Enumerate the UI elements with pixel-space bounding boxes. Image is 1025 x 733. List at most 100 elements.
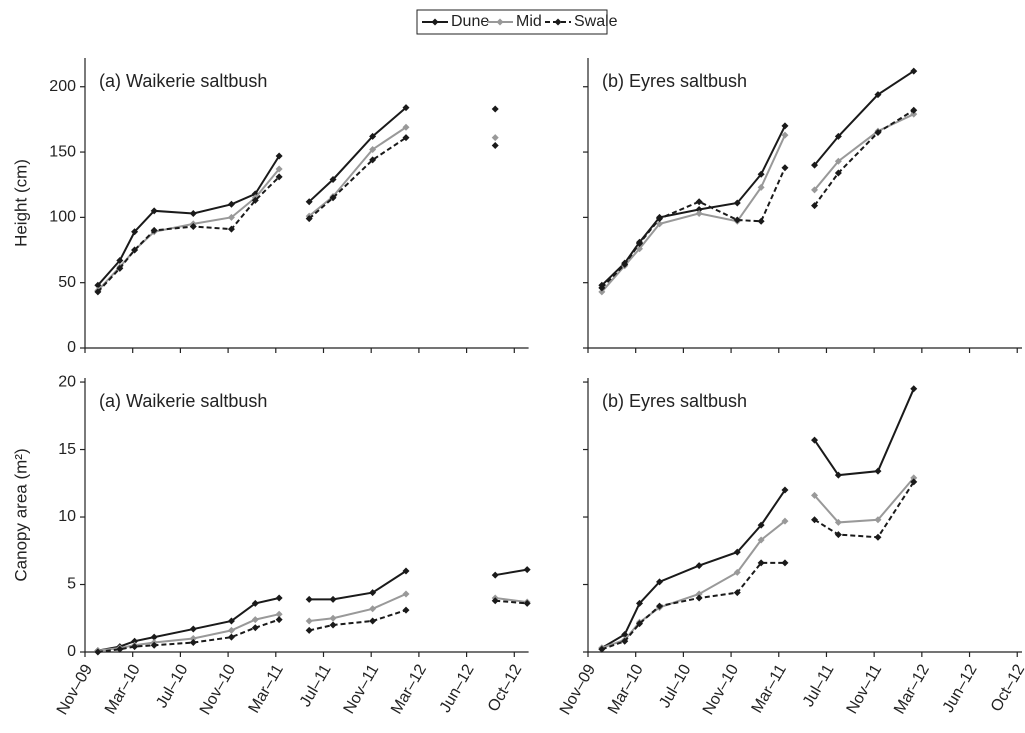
x-tick-label: Mar–10 [102,662,144,718]
y-tick-label: 20 [58,373,76,390]
data-point [621,260,629,268]
data-point [781,131,789,139]
series-line [601,388,915,649]
data-point [874,533,882,541]
data-point [910,106,918,114]
data-point [733,589,741,597]
data-point [757,521,765,529]
series-line [98,127,495,290]
x-tick-label: Mar–11 [246,662,287,717]
series-line [97,593,528,652]
data-point [275,173,283,181]
data-point [834,169,842,177]
data-point [116,256,124,264]
y-tick-label: 5 [67,576,76,593]
data-point [834,531,842,539]
data-point [695,594,703,602]
x-tick-label: Mar–12 [891,662,933,718]
data-point [757,183,765,191]
data-point [491,597,499,605]
data-point [636,239,644,247]
data-point [369,156,377,164]
data-point [402,123,410,131]
data-point [874,128,882,136]
data-point [369,589,377,597]
legend-marker [554,18,562,26]
y-tick-label: 0 [67,643,76,660]
data-point [491,105,499,113]
data-point [227,617,235,625]
x-tick-label: Nov–10 [700,662,742,718]
data-point [781,122,789,130]
data-point [402,104,410,112]
x-tick-label: Jun–12 [437,662,478,716]
data-point [811,186,819,194]
data-point [695,590,703,598]
x-tick-label: Jul–10 [153,662,191,711]
data-point [131,643,139,651]
data-point [656,220,664,228]
x-tick-label: Oct–12 [988,662,1025,715]
data-point [369,617,377,625]
data-point [227,213,235,221]
data-point [874,516,882,524]
panel-title: (b) Eyres saltbush [602,71,747,91]
data-point [621,637,629,645]
data-point [781,517,789,525]
data-point [251,599,259,607]
data-point [275,594,283,602]
data-point [116,264,124,272]
data-point [329,194,337,202]
legend-label: Swale [574,13,618,30]
data-point [834,157,842,165]
panel-title: (b) Eyres saltbush [602,391,747,411]
panel-letter: (b) [602,391,624,411]
data-point [150,207,158,215]
data-point [910,474,918,482]
data-point [150,226,158,234]
data-point [189,625,197,633]
x-tick-label: Jul–10 [656,662,694,711]
data-point [305,595,313,603]
data-point [636,620,644,628]
data-point [757,536,765,544]
data-point [402,590,410,598]
data-point [94,648,102,656]
legend-label: Dune [451,13,489,30]
data-point [636,599,644,607]
data-point [189,209,197,217]
x-tick-label: Nov–11 [341,662,383,717]
y-tick-label: 150 [49,143,76,160]
series-line [601,113,915,293]
data-point [275,165,283,173]
data-point [402,567,410,575]
data-point [757,559,765,567]
series-line [601,109,915,289]
data-point [695,206,703,214]
data-point [811,161,819,169]
data-point [305,198,313,206]
panel-letter: (a) [99,71,121,91]
y-tick-label: 10 [58,508,76,525]
panel-name: Eyres saltbush [629,391,747,411]
data-point [150,641,158,649]
data-point [227,225,235,233]
data-point [491,571,499,579]
data-point [329,614,337,622]
series-line [601,481,915,651]
panel-letter: (b) [602,71,624,91]
data-point [757,170,765,178]
x-tick-label: Nov–09 [557,662,599,718]
y-axis-label: Canopy area (m²) [11,448,30,581]
x-tick-label: Mar–10 [605,662,647,718]
data-point [251,624,259,632]
data-point [491,142,499,150]
data-point [910,67,918,75]
data-point [131,228,139,236]
data-point [811,516,819,524]
data-point [491,134,499,142]
x-tick-label: Jul–11 [800,662,838,710]
data-point [874,467,882,475]
data-point [189,639,197,647]
data-point [329,175,337,183]
